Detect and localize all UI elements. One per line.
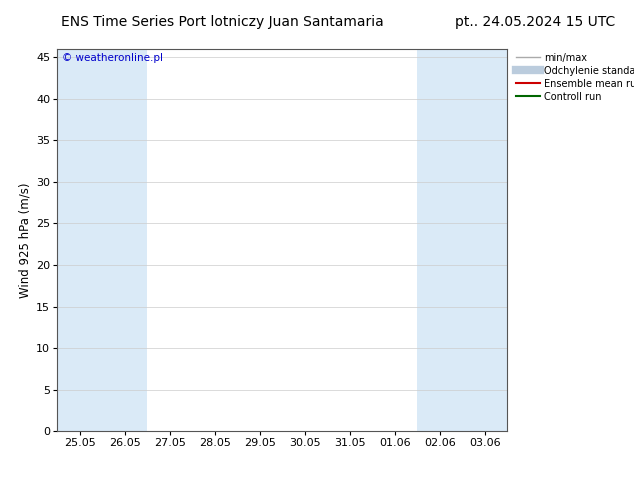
Y-axis label: Wind 925 hPa (m/s): Wind 925 hPa (m/s) bbox=[19, 182, 32, 298]
Text: ENS Time Series Port lotniczy Juan Santamaria: ENS Time Series Port lotniczy Juan Santa… bbox=[60, 15, 384, 29]
Text: pt.. 24.05.2024 15 UTC: pt.. 24.05.2024 15 UTC bbox=[455, 15, 615, 29]
Text: © weatheronline.pl: © weatheronline.pl bbox=[61, 53, 162, 63]
Bar bbox=[417, 49, 462, 431]
Bar bbox=[102, 49, 147, 431]
Bar bbox=[57, 49, 102, 431]
Bar bbox=[462, 49, 507, 431]
Legend: min/max, Odchylenie standardowe, Ensemble mean run, Controll run: min/max, Odchylenie standardowe, Ensembl… bbox=[512, 49, 634, 105]
